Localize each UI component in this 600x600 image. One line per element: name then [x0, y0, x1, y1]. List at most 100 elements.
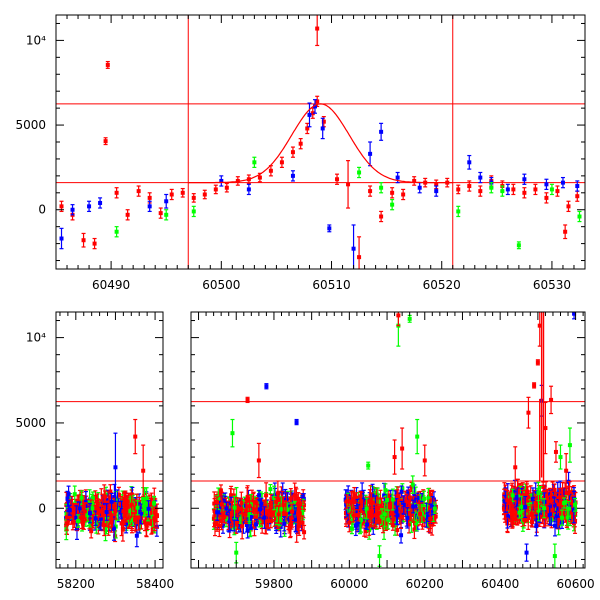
point: [478, 185, 483, 197]
plot-segment-0: [56, 401, 163, 482]
y-tick-label: 0: [38, 203, 46, 217]
data-point: [273, 507, 278, 512]
data-point: [241, 505, 246, 510]
point: [152, 508, 157, 532]
point: [259, 497, 264, 510]
data-point: [95, 504, 100, 509]
point: [505, 183, 510, 196]
data-point: [362, 521, 367, 526]
cluster-2: [343, 475, 438, 544]
data-point: [516, 243, 521, 248]
data-point: [123, 500, 128, 505]
data-point: [155, 514, 160, 519]
data-point: [280, 499, 285, 504]
data-point: [102, 523, 107, 528]
point: [533, 183, 538, 196]
data-point: [224, 506, 229, 511]
point: [300, 515, 305, 531]
data-point: [272, 493, 277, 498]
data-point: [301, 503, 306, 508]
data-point: [276, 497, 281, 502]
data-point: [409, 484, 414, 489]
data-point: [522, 190, 527, 195]
data-point: [72, 492, 77, 497]
point: [164, 193, 169, 209]
data-point: [288, 521, 293, 526]
point: [327, 224, 332, 233]
point: [70, 204, 75, 216]
axes: 60490 60500 60510 60520 60530 0 5000 10⁴: [15, 15, 586, 292]
data-point: [125, 212, 130, 217]
data-point: [65, 496, 70, 501]
data-point: [219, 178, 224, 183]
data-point: [90, 506, 95, 511]
point: [104, 503, 109, 521]
data-point: [262, 515, 267, 520]
data-point: [136, 189, 141, 194]
point: [219, 491, 224, 518]
data-point: [268, 487, 273, 492]
data-point: [87, 511, 92, 516]
data-point: [251, 500, 256, 505]
point: [72, 485, 77, 503]
point: [298, 498, 303, 510]
x-tick-label: 60490: [92, 278, 130, 292]
data-point: [98, 516, 103, 521]
data-point: [144, 496, 149, 501]
data-point: [390, 202, 395, 207]
data-point: [283, 512, 288, 517]
data-point: [212, 522, 217, 527]
data-point: [136, 515, 141, 520]
data-point: [130, 518, 135, 523]
data-point: [139, 511, 144, 516]
data-point: [135, 505, 140, 510]
data-point: [302, 530, 307, 535]
data-point: [121, 509, 126, 514]
data-point: [148, 508, 153, 513]
point: [254, 518, 259, 531]
data-point: [191, 195, 196, 200]
data-point: [218, 491, 223, 496]
data-point: [89, 529, 94, 534]
data-point: [280, 490, 285, 495]
data-point: [412, 178, 417, 183]
data-point: [307, 112, 312, 117]
data-point: [549, 187, 554, 192]
point: [401, 188, 406, 201]
data-point: [395, 528, 400, 533]
point: [169, 188, 174, 201]
point: [351, 224, 356, 269]
data-point: [489, 185, 494, 190]
y-tick-label: 5000: [15, 118, 46, 132]
point: [105, 60, 110, 69]
data-point: [142, 501, 147, 506]
data-point: [247, 510, 252, 515]
point: [215, 496, 220, 508]
point: [279, 156, 284, 168]
data-point: [229, 493, 234, 498]
point: [549, 183, 554, 196]
data-point: [279, 507, 284, 512]
data-point: [500, 189, 505, 194]
cluster-0: [64, 483, 160, 548]
data-point: [113, 508, 118, 513]
data-point: [75, 499, 80, 504]
data-point: [279, 160, 284, 165]
data-point: [395, 175, 400, 180]
data-point: [180, 190, 185, 195]
data-point: [91, 513, 96, 518]
series-2: [114, 156, 582, 250]
point: [102, 514, 107, 537]
data-point: [93, 494, 98, 499]
point: [59, 227, 64, 250]
point: [335, 173, 340, 185]
data-point: [575, 184, 580, 189]
point: [290, 503, 295, 520]
point: [92, 237, 97, 250]
point: [368, 185, 373, 197]
x-tick-label: 60510: [312, 278, 350, 292]
data-point: [59, 236, 64, 241]
data-point: [401, 192, 406, 197]
data-point: [216, 496, 221, 501]
data-point: [283, 496, 288, 501]
